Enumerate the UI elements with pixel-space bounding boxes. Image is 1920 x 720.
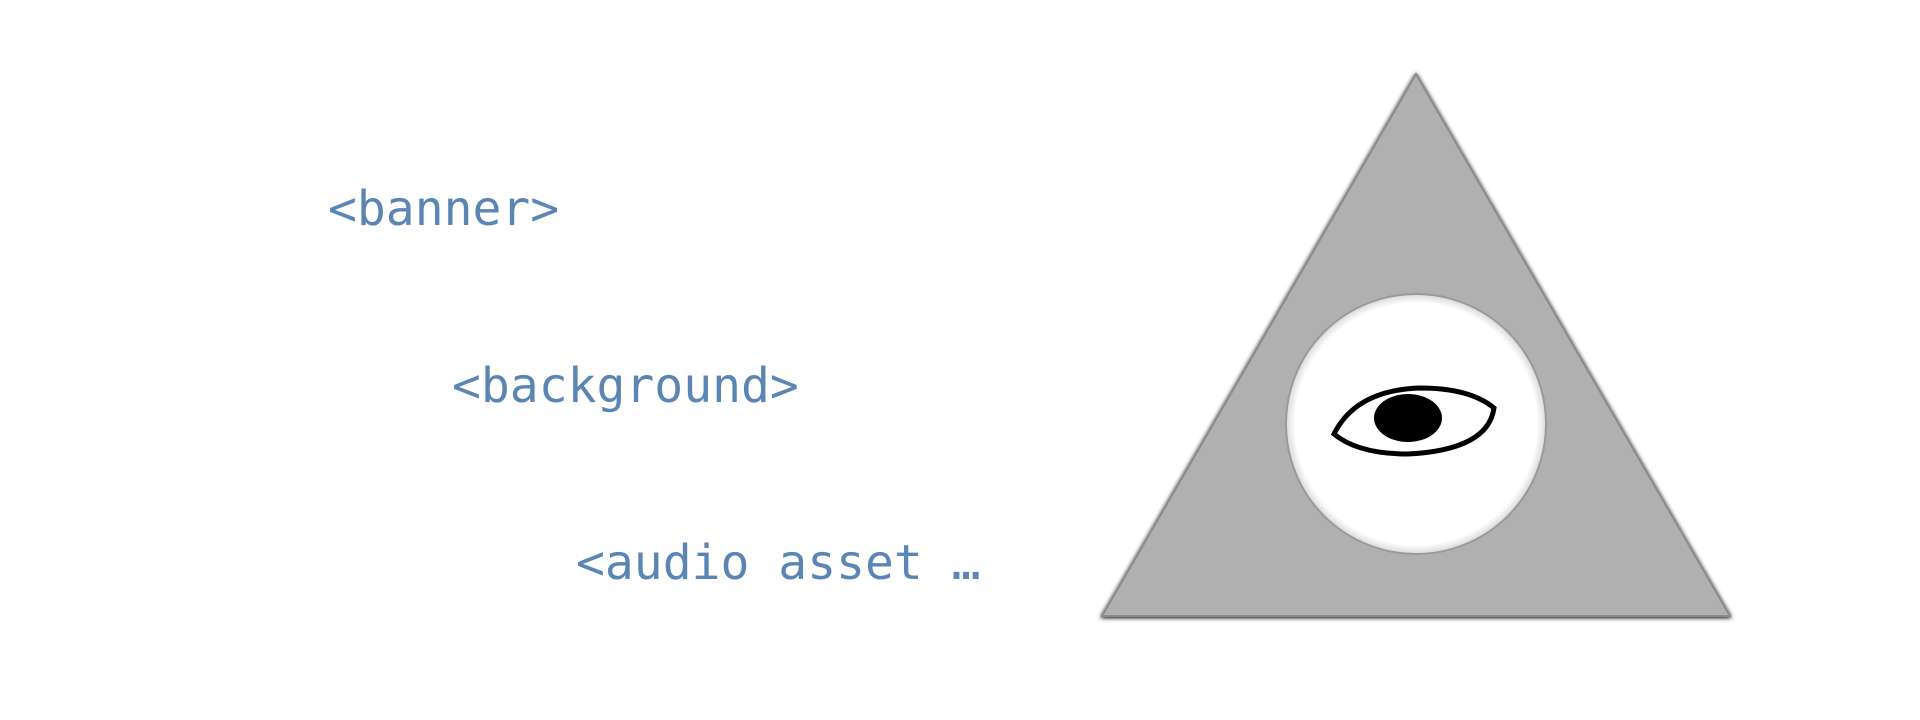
code-line-audio-asset: <audio asset …	[576, 535, 981, 591]
xml-code-snippet: <banner> <background> <audio asset … … <…	[328, 62, 981, 720]
eye-pupil	[1374, 394, 1442, 442]
code-blank-gap	[328, 711, 981, 720]
all-seeing-eye-icon	[1090, 60, 1750, 630]
code-line-banner-open: <banner>	[328, 181, 560, 237]
eye-icon	[1330, 385, 1497, 457]
eye-triangle-graphic	[1100, 72, 1732, 617]
code-line-background-open: <background>	[452, 358, 799, 414]
